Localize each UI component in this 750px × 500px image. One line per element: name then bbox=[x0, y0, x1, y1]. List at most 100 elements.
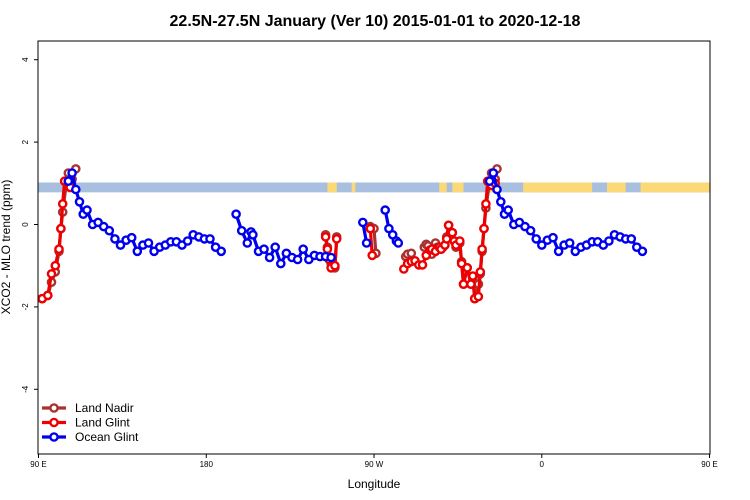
data-point bbox=[298, 244, 309, 254]
data-point bbox=[236, 225, 247, 236]
legend-label: Land Glint bbox=[75, 416, 130, 430]
chart-title: 22.5N-27.5N January (Ver 10) 2015-01-01 … bbox=[170, 13, 581, 30]
data-point bbox=[74, 196, 85, 207]
data-point bbox=[126, 232, 137, 243]
series-ocean-glint bbox=[63, 168, 648, 269]
data-point bbox=[63, 176, 74, 186]
x-tick-label: 90 W bbox=[365, 460, 384, 469]
y-tick-label: -2 bbox=[21, 303, 30, 311]
data-point bbox=[56, 223, 66, 234]
data-point bbox=[242, 238, 253, 248]
y-axis-label: XCO2 - MLO trend (ppm) bbox=[0, 180, 13, 315]
y-axis: 4 2 0 -2 -4 bbox=[21, 57, 38, 393]
surface-band-land-1 bbox=[351, 182, 356, 193]
data-point bbox=[553, 246, 564, 257]
surface-band-ocean bbox=[38, 182, 710, 193]
series-land-glint bbox=[38, 176, 501, 304]
data-point bbox=[481, 199, 491, 209]
data-point bbox=[564, 238, 575, 248]
data-point bbox=[454, 236, 465, 246]
data-point bbox=[467, 271, 478, 281]
data-point bbox=[270, 242, 281, 252]
data-point bbox=[264, 252, 275, 263]
data-point bbox=[365, 223, 376, 234]
legend-label: Ocean Glint bbox=[75, 430, 139, 444]
surface-band-land-7 bbox=[640, 182, 710, 193]
data-point bbox=[320, 232, 331, 242]
data-point bbox=[216, 246, 226, 257]
data-point bbox=[548, 232, 558, 243]
data-point bbox=[67, 168, 77, 178]
data-point bbox=[104, 225, 115, 236]
x-axis: 90 E 180 90 W 0 90 E bbox=[30, 454, 718, 469]
data-point bbox=[626, 234, 637, 244]
data-point bbox=[231, 209, 241, 219]
legend-marker bbox=[49, 432, 59, 442]
surface-band-land-2 bbox=[439, 182, 447, 193]
data-point bbox=[50, 260, 61, 271]
surface-band-land-0 bbox=[327, 182, 337, 193]
data-point bbox=[503, 205, 514, 215]
data-point bbox=[495, 196, 506, 207]
surface-band-land-5 bbox=[523, 182, 593, 193]
x-tick-label: 0 bbox=[540, 460, 545, 469]
x-tick-label: 90 E bbox=[30, 460, 46, 469]
legend-label: Land Nadir bbox=[75, 401, 134, 415]
data-point bbox=[367, 250, 378, 261]
data-point bbox=[292, 254, 303, 265]
data-point bbox=[537, 240, 547, 250]
data-point bbox=[331, 234, 342, 244]
surface-band-land-6 bbox=[607, 182, 626, 193]
data-point bbox=[357, 217, 368, 228]
y-tick-label: 2 bbox=[21, 139, 30, 144]
data-point bbox=[71, 184, 81, 195]
data-point bbox=[393, 238, 404, 248]
data-point bbox=[466, 279, 476, 290]
x-tick-label: 90 E bbox=[701, 460, 717, 469]
data-point bbox=[275, 258, 286, 269]
data-point bbox=[54, 244, 64, 254]
data-point bbox=[43, 290, 53, 301]
data-point bbox=[248, 229, 258, 240]
data-point bbox=[322, 244, 333, 254]
x-axis-label: Longitude bbox=[348, 477, 401, 491]
legend-marker bbox=[49, 417, 59, 428]
data-point bbox=[143, 238, 154, 248]
data-point bbox=[259, 244, 269, 254]
series-line bbox=[41, 179, 72, 301]
data-point bbox=[462, 262, 473, 273]
legend-marker bbox=[49, 403, 59, 413]
data-point bbox=[46, 269, 57, 279]
series-layer bbox=[38, 164, 648, 304]
data-point bbox=[447, 227, 458, 238]
surface-band-land-3 bbox=[452, 182, 464, 193]
data-point bbox=[361, 238, 372, 248]
data-point bbox=[443, 220, 454, 231]
data-point bbox=[531, 234, 542, 244]
data-point bbox=[57, 199, 68, 209]
data-point bbox=[604, 236, 614, 246]
data-point bbox=[132, 246, 143, 257]
data-point bbox=[525, 225, 536, 236]
x-tick-label: 180 bbox=[200, 460, 214, 469]
data-point bbox=[477, 244, 487, 254]
data-point bbox=[475, 267, 486, 277]
data-point bbox=[182, 236, 193, 246]
data-point bbox=[205, 234, 215, 244]
data-point bbox=[417, 260, 428, 270]
data-point bbox=[637, 246, 648, 257]
data-point bbox=[110, 234, 120, 244]
data-point bbox=[380, 205, 391, 215]
data-point bbox=[473, 291, 484, 302]
data-point bbox=[488, 168, 499, 178]
data-point bbox=[458, 279, 469, 290]
data-point bbox=[326, 252, 336, 263]
data-point bbox=[484, 176, 495, 186]
data-point bbox=[479, 223, 489, 234]
data-point bbox=[115, 240, 126, 250]
y-tick-label: 4 bbox=[21, 57, 30, 62]
data-point bbox=[82, 205, 92, 215]
data-point bbox=[492, 184, 502, 195]
